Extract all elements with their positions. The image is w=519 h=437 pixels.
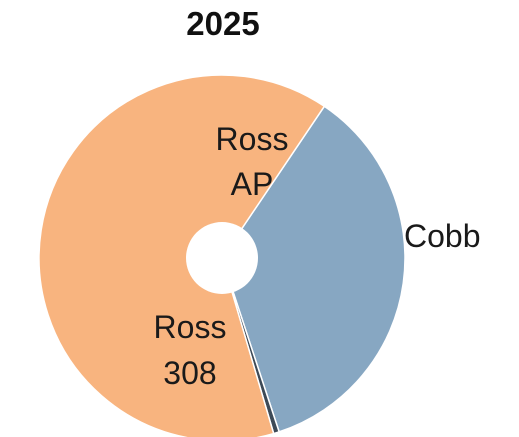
slice-labels: Ross AP Cobb Ross 308: [154, 121, 481, 391]
pie-slices: [38, 74, 406, 437]
chart-title: 2025: [186, 5, 259, 42]
donut-hole: [186, 222, 258, 294]
slice-label-ross-ap: Ross AP: [216, 121, 289, 202]
pie-slice-ross-308: [38, 74, 326, 437]
pie-slice-ross-ap: [221, 105, 406, 433]
slice-label-ross-308: Ross 308: [154, 309, 227, 391]
slice-label-cobb: Cobb: [404, 218, 481, 254]
